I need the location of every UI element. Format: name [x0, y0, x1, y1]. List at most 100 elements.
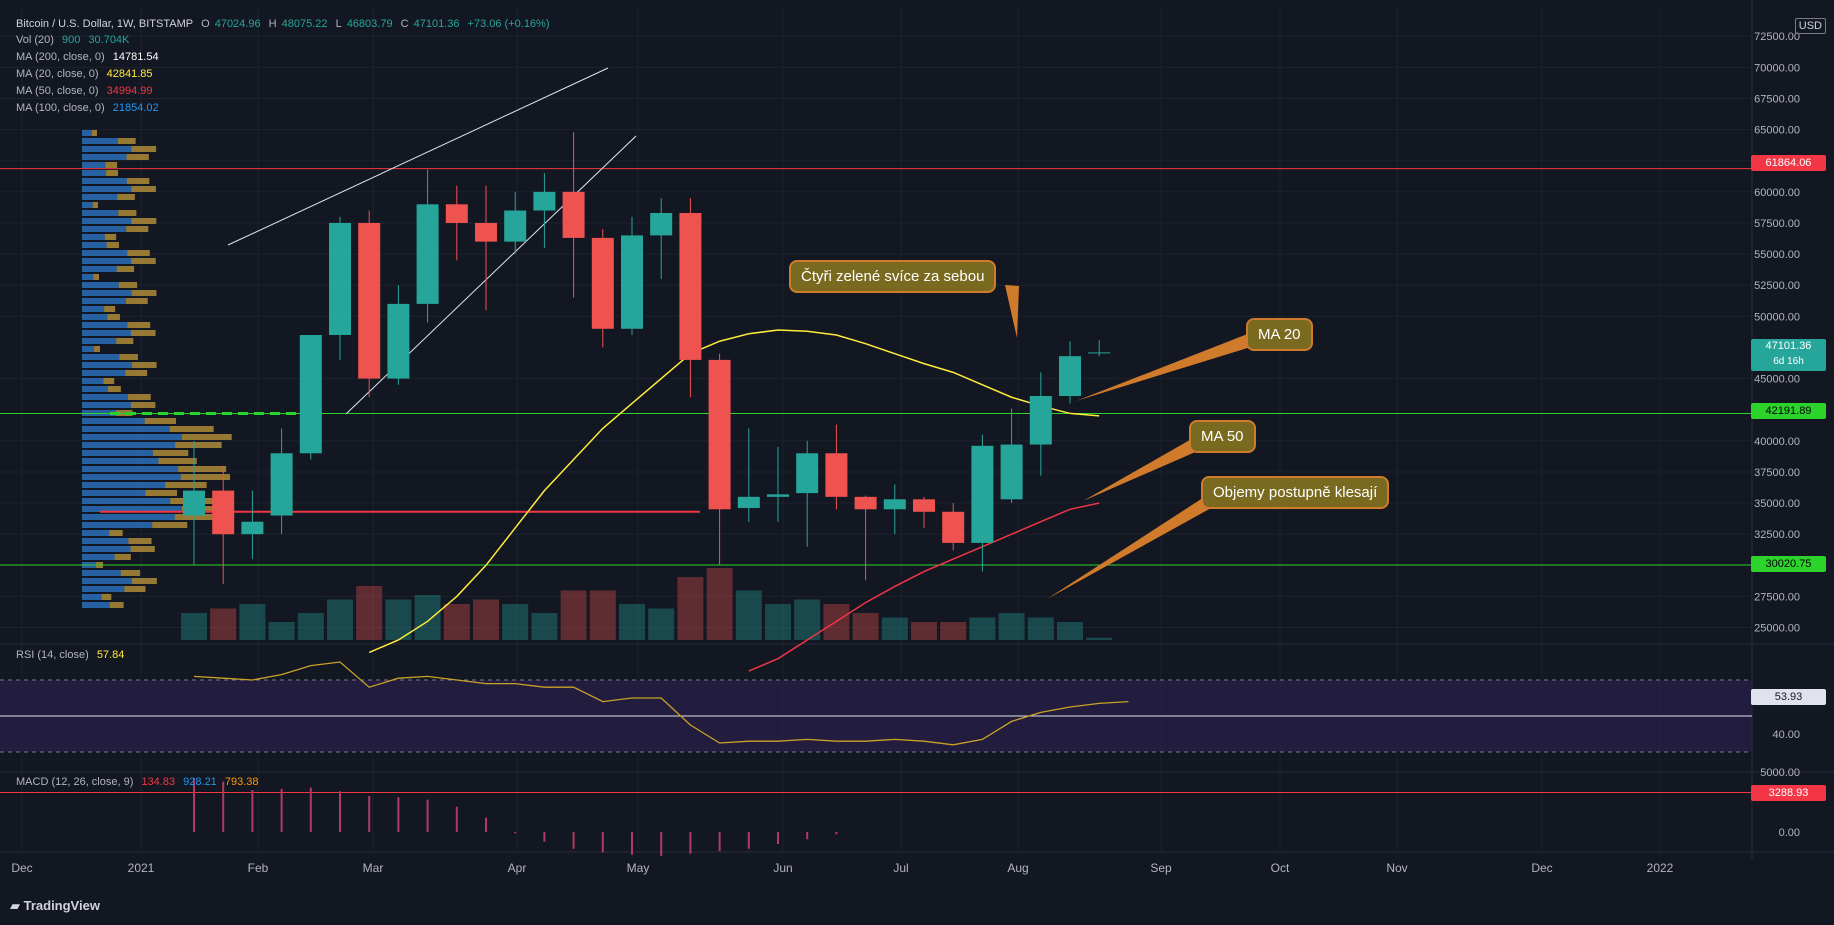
volume-profile-bar	[82, 546, 131, 552]
volume-bar	[502, 604, 529, 640]
volume-profile-bar	[82, 290, 132, 296]
candle	[241, 490, 264, 560]
volume-profile-bar	[82, 514, 175, 520]
candle	[1000, 408, 1023, 504]
volume-profile-bar	[82, 266, 117, 272]
candle	[299, 335, 322, 460]
volume-bar	[911, 622, 937, 640]
y-tick-label: 70000.00	[1754, 62, 1800, 74]
volume-profile-bar	[130, 402, 156, 408]
rsi-tick: 40.00	[1772, 729, 1800, 741]
candle	[737, 428, 760, 522]
volume-profile-bar	[117, 194, 135, 200]
volume-profile-bar	[175, 442, 222, 448]
volume-bar	[1086, 637, 1113, 640]
volume-profile-bar	[82, 282, 119, 288]
candle-body	[1059, 356, 1081, 396]
candle-body	[416, 204, 439, 304]
volume-profile-bar	[165, 482, 207, 488]
ma50-legend[interactable]: MA (50, close, 0) 34994.99	[16, 85, 153, 97]
volume-profile-bar	[94, 346, 101, 352]
volume-profile-bar	[82, 186, 132, 192]
volume-profile-bar	[82, 354, 120, 360]
volume-profile-bar	[82, 258, 132, 264]
volume-bars	[181, 568, 1113, 640]
ma200-legend[interactable]: MA (200, close, 0) 14781.54	[16, 51, 159, 63]
volume-profile-bar	[144, 418, 177, 424]
volume-profile-bar	[152, 450, 189, 456]
volume-profile-bar	[82, 474, 181, 480]
volume-profile-bar	[82, 226, 127, 232]
volume-bar	[794, 599, 821, 640]
ma20-legend[interactable]: MA (20, close, 0) 42841.85	[16, 68, 153, 80]
volume-profile-bar	[82, 570, 121, 576]
y-tick-label: 72500.00	[1754, 31, 1800, 43]
volume-profile-bar	[131, 362, 157, 368]
annotation-arrows	[1005, 285, 1254, 599]
y-tick-label: 60000.00	[1754, 187, 1800, 199]
volume-profile-bar	[125, 370, 148, 376]
volume-profile-bar	[82, 482, 166, 488]
volume-profile-bar	[82, 146, 132, 152]
volume-profile-bar	[82, 338, 117, 344]
volume-profile-bar	[82, 234, 105, 240]
volume-profile-bar	[181, 506, 232, 512]
y-tick-label: 50000.00	[1754, 311, 1800, 323]
callout-ma20: MA 20	[1246, 318, 1313, 351]
volume-profile-bar	[114, 554, 131, 560]
volume-profile-bar	[109, 602, 124, 608]
candle-body	[1029, 396, 1052, 445]
candle	[533, 173, 556, 248]
volume-profile-bar	[128, 538, 152, 544]
vol-legend[interactable]: Vol (20) 900 30.704K	[16, 34, 130, 46]
volume-profile-bar	[109, 530, 123, 536]
volume-profile-bar	[107, 386, 121, 392]
volume-profile-bar	[92, 130, 97, 136]
candle-body	[241, 521, 264, 535]
macd-legend[interactable]: MACD (12, 26, close, 9) 134.83 928.21 79…	[16, 776, 259, 788]
x-tick-label: Dec	[11, 861, 32, 875]
volume-profile-bar	[82, 242, 107, 248]
volume-profile-bar	[82, 330, 132, 336]
ma100-legend[interactable]: MA (100, close, 0) 21854.02	[16, 102, 159, 114]
volume-profile-bar	[145, 490, 178, 496]
volume-profile-bar	[82, 586, 125, 592]
x-tick-label: Oct	[1271, 861, 1290, 875]
candle-body	[650, 213, 673, 236]
candle	[212, 465, 235, 584]
y-tick-label: 40000.00	[1754, 436, 1800, 448]
candles[interactable]	[183, 132, 1111, 584]
currency-label[interactable]: USD	[1794, 18, 1826, 34]
rsi-legend[interactable]: RSI (14, close) 57.84	[16, 649, 125, 661]
volume-profile-bar	[82, 386, 108, 392]
price-tag-last: 47101.36 6d 16h	[1751, 339, 1826, 371]
volume-profile-bar	[82, 490, 146, 496]
volume-profile-bar	[178, 466, 227, 472]
arrow-ma50	[1083, 437, 1200, 501]
tradingview-icon: ▰	[10, 898, 24, 913]
volume-profile-bar	[126, 178, 150, 184]
volume-profile-bar	[82, 322, 128, 328]
candle-body	[1088, 352, 1111, 354]
volume-profile-bar	[82, 306, 105, 312]
candle-body	[183, 490, 205, 516]
volume-bar	[648, 608, 675, 640]
volume-profile-bar	[82, 194, 118, 200]
candle	[1088, 340, 1111, 357]
candle	[883, 484, 906, 535]
volume-profile-bar	[82, 410, 116, 416]
volume-bar	[385, 599, 412, 640]
symbol-legend: Bitcoin / U.S. Dollar, 1W, BITSTAMP O 470…	[16, 18, 550, 30]
tradingview-logo[interactable]: ▰ TradingView	[10, 898, 100, 913]
y-tick-label: 35000.00	[1754, 498, 1800, 510]
symbol-title: Bitcoin / U.S. Dollar, 1W, BITSTAMP	[16, 18, 194, 30]
x-tick-label: Nov	[1386, 861, 1407, 875]
candle-body	[1000, 444, 1023, 500]
volume-profile-bar	[126, 226, 149, 232]
volume-profile-bar	[82, 530, 110, 536]
x-tick-label: Jul	[893, 861, 908, 875]
callout-four-green-candles: Čtyři zelené svíce za sebou	[789, 260, 997, 293]
volume-bar	[531, 613, 558, 640]
rsi-tag: 53.93	[1751, 689, 1826, 705]
candle-body	[883, 499, 906, 510]
